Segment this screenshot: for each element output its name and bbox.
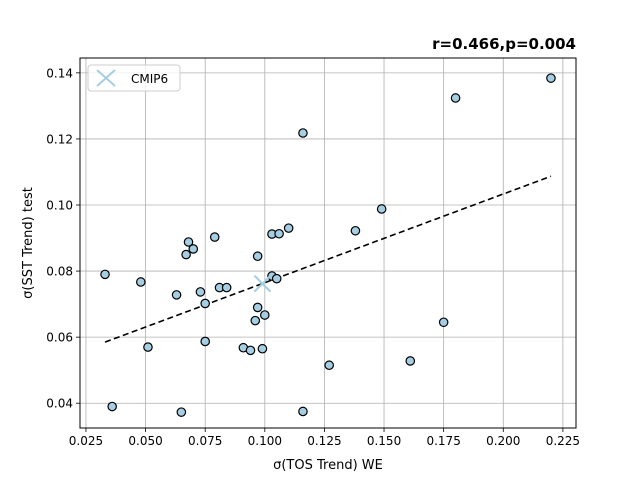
legend-label: CMIP6 <box>131 72 168 86</box>
data-point <box>405 356 416 366</box>
data-point <box>271 273 282 284</box>
y-tick-label: 0.06 <box>46 331 73 345</box>
data-point <box>376 204 387 214</box>
x-axis-label: σ(TOS Trend) WE <box>273 458 383 473</box>
grid <box>80 58 576 428</box>
data-point <box>252 251 263 262</box>
data-point <box>200 298 210 309</box>
data-points <box>100 73 556 417</box>
data-point <box>245 345 256 356</box>
data-point <box>143 342 153 352</box>
x-tick-label: 0.050 <box>128 434 162 448</box>
legend: CMIP6 <box>87 64 181 92</box>
data-point <box>257 343 268 354</box>
data-point <box>136 277 146 287</box>
x-tick-label: 0.225 <box>546 434 580 448</box>
data-point <box>260 310 270 320</box>
data-point <box>200 336 210 347</box>
plot-area <box>80 58 576 428</box>
data-point <box>100 269 110 280</box>
plot-frame <box>79 57 577 429</box>
data-point <box>283 223 294 233</box>
regression-line-group <box>104 175 552 343</box>
y-tick-label: 0.04 <box>46 397 73 411</box>
data-point <box>252 302 263 313</box>
data-point <box>188 244 199 254</box>
x-axis-ticks: 0.025 0.050 0.075 0.100 0.125 0.150 0.175 0.200… <box>69 428 580 448</box>
data-point <box>181 249 191 260</box>
x-tick-label: 0.100 <box>248 434 282 448</box>
data-point <box>350 225 361 236</box>
data-point <box>221 282 232 293</box>
legend-frame <box>87 64 181 92</box>
y-axis-label: σ(SST Trend) test <box>21 187 36 299</box>
ensemble-mean-marker <box>253 274 272 293</box>
data-point <box>438 317 449 328</box>
chart-title: r=0.466,p=0.004 <box>432 35 576 53</box>
data-point <box>546 73 556 83</box>
data-point <box>176 407 187 417</box>
data-point <box>450 93 461 103</box>
ensemble-mean-group <box>253 274 272 293</box>
x-tick-label: 0.125 <box>307 434 341 448</box>
x-tick-label: 0.150 <box>367 434 401 448</box>
y-axis-ticks: 0.04 0.06 0.08 0.10 0.12 0.14 <box>46 66 80 411</box>
data-point <box>107 401 117 412</box>
data-point <box>324 360 334 371</box>
y-tick-label: 0.10 <box>46 199 73 213</box>
data-point <box>298 128 308 138</box>
data-point <box>183 237 194 247</box>
x-tick-label: 0.075 <box>188 434 222 448</box>
data-point <box>171 290 182 300</box>
data-point <box>274 228 284 239</box>
regression-line <box>104 175 552 343</box>
x-tick-label: 0.025 <box>69 434 103 448</box>
y-tick-label: 0.12 <box>46 132 73 146</box>
ensemble-mean-stroke <box>253 274 272 293</box>
data-point <box>209 232 220 242</box>
y-tick-label: 0.14 <box>46 66 73 80</box>
x-tick-label: 0.200 <box>486 434 520 448</box>
y-tick-label: 0.08 <box>46 265 73 279</box>
data-point <box>195 287 206 297</box>
data-point <box>250 315 261 326</box>
data-point <box>298 406 308 417</box>
x-tick-label: 0.175 <box>426 434 460 448</box>
legend-x-marker-icon <box>96 69 116 87</box>
